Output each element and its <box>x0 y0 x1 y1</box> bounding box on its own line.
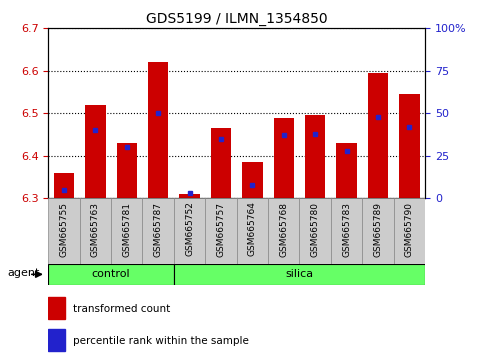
Text: GSM665764: GSM665764 <box>248 201 257 256</box>
Bar <box>48 198 80 264</box>
Title: GDS5199 / ILMN_1354850: GDS5199 / ILMN_1354850 <box>146 12 327 26</box>
Text: transformed count: transformed count <box>73 304 170 314</box>
Bar <box>174 264 425 285</box>
Text: GSM665781: GSM665781 <box>122 201 131 257</box>
Bar <box>237 198 268 264</box>
Bar <box>299 198 331 264</box>
Bar <box>305 115 326 198</box>
Text: agent: agent <box>7 268 40 278</box>
Text: GSM665789: GSM665789 <box>373 201 383 257</box>
Text: GSM665783: GSM665783 <box>342 201 351 257</box>
Bar <box>80 198 111 264</box>
Bar <box>362 198 394 264</box>
Bar <box>142 198 174 264</box>
Text: GSM665757: GSM665757 <box>216 201 226 257</box>
Bar <box>48 264 174 285</box>
Text: GSM665752: GSM665752 <box>185 201 194 256</box>
Text: GSM665768: GSM665768 <box>279 201 288 257</box>
Bar <box>273 118 294 198</box>
Bar <box>179 194 200 198</box>
Bar <box>211 128 231 198</box>
Bar <box>48 297 65 319</box>
Bar <box>331 198 362 264</box>
Text: GSM665787: GSM665787 <box>154 201 163 257</box>
Bar <box>268 198 299 264</box>
Bar <box>368 73 388 198</box>
Bar <box>242 162 263 198</box>
Text: GSM665763: GSM665763 <box>91 201 100 257</box>
Text: control: control <box>92 269 130 279</box>
Bar <box>399 94 420 198</box>
Bar <box>174 198 205 264</box>
Bar <box>54 173 74 198</box>
Bar <box>111 198 142 264</box>
Text: GSM665780: GSM665780 <box>311 201 320 257</box>
Bar <box>48 329 65 351</box>
Bar <box>116 143 137 198</box>
Text: silica: silica <box>285 269 313 279</box>
Bar <box>205 198 237 264</box>
Text: percentile rank within the sample: percentile rank within the sample <box>73 336 249 346</box>
Bar <box>148 62 169 198</box>
Bar <box>394 198 425 264</box>
Text: GSM665790: GSM665790 <box>405 201 414 257</box>
Text: GSM665755: GSM665755 <box>59 201 69 257</box>
Bar <box>85 105 106 198</box>
Bar <box>336 143 357 198</box>
